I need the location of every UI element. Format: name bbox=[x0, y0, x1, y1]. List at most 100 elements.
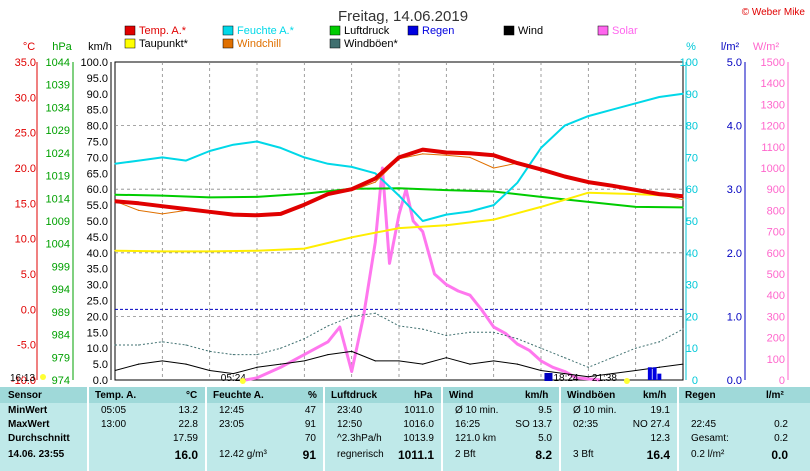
y-tick-label: 65.0 bbox=[87, 168, 108, 180]
y-tick-label: 30.0 bbox=[87, 280, 108, 292]
hum-time: 12:45 bbox=[219, 405, 245, 416]
legend: Temp. A.* Feuchte A.* Luftdruck Regen Wind So… bbox=[124, 25, 638, 50]
y-tick-label: 900 bbox=[767, 184, 785, 196]
data-point bbox=[209, 369, 211, 372]
data-point bbox=[161, 156, 163, 158]
y-tick-label: 95.0 bbox=[87, 73, 108, 85]
header-gust-unit: km/h bbox=[643, 390, 667, 401]
press-time: ^2.3hPa/h bbox=[337, 433, 382, 444]
data-point bbox=[374, 181, 376, 183]
data-point bbox=[256, 377, 258, 379]
data-point bbox=[587, 378, 589, 380]
y-tick-label: 10 bbox=[686, 343, 698, 355]
legend-swatch bbox=[124, 38, 136, 49]
wind-time: 16:25 bbox=[455, 419, 481, 430]
y-tick-label: 0.0 bbox=[727, 375, 742, 387]
data-point bbox=[422, 363, 424, 365]
press-value: 1011.1 bbox=[397, 448, 434, 462]
data-point bbox=[232, 144, 234, 146]
legend-swatch bbox=[124, 25, 136, 36]
y-tick-label: 0 bbox=[692, 375, 698, 387]
axes: 00:0002:0004:0006:0008:0010:0012:0014:00… bbox=[11, 41, 789, 387]
data-point bbox=[303, 338, 305, 340]
legend-swatch bbox=[503, 25, 515, 36]
data-point bbox=[351, 370, 353, 373]
data-point bbox=[374, 172, 376, 174]
data-point bbox=[422, 220, 424, 222]
hum-value: 91 bbox=[304, 419, 316, 430]
data-point bbox=[280, 363, 282, 365]
sunset-dot bbox=[623, 378, 630, 384]
data-point bbox=[138, 363, 140, 365]
hum-value: 91 bbox=[302, 448, 316, 462]
data-point bbox=[445, 189, 447, 191]
data-point bbox=[552, 366, 554, 368]
data-point bbox=[469, 152, 471, 154]
y-tick-label: 300 bbox=[767, 311, 785, 323]
data-point bbox=[138, 159, 140, 162]
y-tick-label: 55.0 bbox=[87, 200, 108, 212]
data-point bbox=[374, 241, 376, 243]
header-temp-unit: °C bbox=[186, 390, 198, 401]
y-tick-label: 15.0 bbox=[15, 198, 36, 210]
y-tick-label: 85.0 bbox=[87, 105, 108, 117]
y-tick-label: 20.0 bbox=[15, 163, 36, 175]
data-point bbox=[398, 360, 400, 362]
credit-label: © Weber Mike bbox=[742, 7, 806, 18]
y-tick-label: -10.0 bbox=[11, 375, 36, 387]
data-point bbox=[469, 156, 471, 158]
data-point bbox=[398, 194, 400, 197]
y-tick-label: 1034 bbox=[46, 102, 70, 114]
y-tick-label: 90 bbox=[686, 89, 698, 101]
data-point bbox=[303, 193, 305, 195]
data-point bbox=[587, 181, 589, 183]
y-tick-label: 35.0 bbox=[15, 57, 36, 69]
data-point bbox=[635, 347, 637, 349]
data-point bbox=[398, 325, 400, 327]
data-point bbox=[540, 206, 542, 208]
data-point bbox=[362, 315, 365, 317]
data-point bbox=[682, 195, 684, 197]
data-point bbox=[398, 214, 400, 216]
press-value: 1011.0 bbox=[404, 405, 434, 416]
y-tick-label: 25.0 bbox=[15, 128, 36, 140]
data-point bbox=[209, 150, 211, 152]
header-press: Luftdruck bbox=[331, 390, 378, 401]
y-tick-label: 994 bbox=[52, 284, 70, 296]
legend-label: Solar bbox=[612, 25, 638, 37]
data-point bbox=[351, 315, 353, 317]
temp-value: 22.8 bbox=[178, 419, 198, 430]
data-point bbox=[232, 214, 234, 216]
data-point bbox=[185, 208, 187, 210]
y-tick-label: 2.0 bbox=[727, 248, 742, 260]
series-taupunkt- bbox=[114, 191, 684, 253]
data-point bbox=[256, 140, 258, 143]
legend-label: Regen bbox=[422, 25, 454, 37]
y-tick-label: 989 bbox=[52, 307, 70, 319]
hum-time: 12.42 g/m³ bbox=[219, 449, 267, 460]
legend-swatch bbox=[329, 25, 341, 36]
y-tick-label: 80 bbox=[686, 121, 698, 133]
y-tick-label: 10.0 bbox=[87, 343, 108, 355]
y-tick-label: 35.0 bbox=[87, 264, 108, 276]
data-point bbox=[161, 360, 163, 362]
data-point bbox=[587, 366, 589, 368]
gust-time: 3 Bft bbox=[573, 449, 594, 460]
legend-label: Feuchte A.* bbox=[237, 25, 295, 37]
header-gust: Windböen bbox=[567, 390, 616, 401]
chart-title: Freitag, 14.06.2019 bbox=[338, 8, 468, 25]
hum-value: 47 bbox=[304, 405, 316, 416]
y-tick-label: 30.0 bbox=[15, 92, 36, 104]
series-line bbox=[244, 166, 601, 382]
temp-time: 05:05 bbox=[101, 405, 127, 416]
wind-value: 9.5 bbox=[538, 405, 552, 416]
data-point bbox=[114, 194, 116, 196]
y-tick-label: 0.0 bbox=[93, 375, 108, 387]
data-point bbox=[381, 167, 384, 169]
y-tick-label: 1000 bbox=[761, 163, 785, 175]
rain-value: 0.2 bbox=[774, 419, 788, 430]
series-feuchte-a- bbox=[114, 92, 684, 222]
y-tick-label: 80.0 bbox=[87, 121, 108, 133]
data-point bbox=[209, 211, 211, 213]
data-point bbox=[658, 366, 660, 368]
